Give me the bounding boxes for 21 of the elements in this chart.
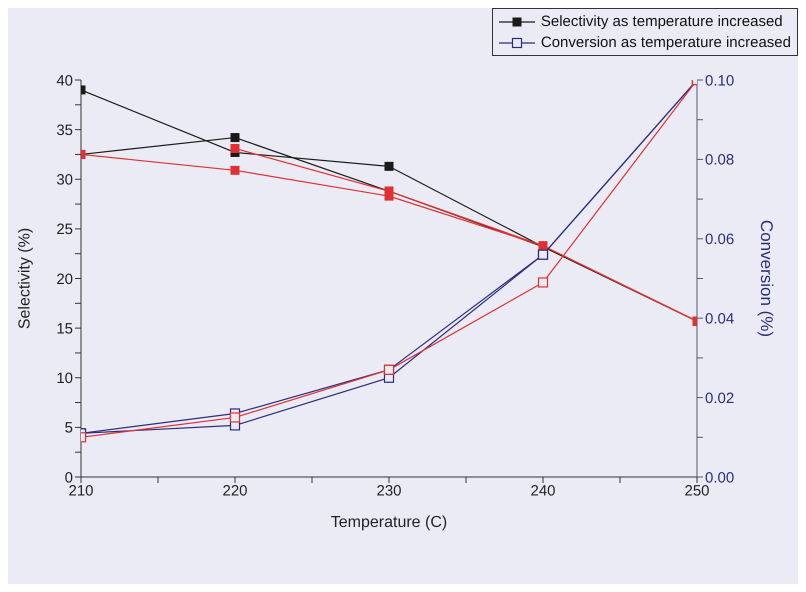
y-tick-label: 40 [56,72,73,90]
legend-label: Selectivity as temperature increased [540,12,783,32]
x-tick-label: 220 [222,482,248,500]
y2-tick-label: 0.10 [705,72,734,90]
y2-tick-label: 0.04 [705,310,734,328]
y-tick-label: 5 [64,420,73,437]
y-tick-label: 25 [56,221,73,238]
x-axis-title: Temperature (C) [330,514,448,531]
y-tick-label: 10 [56,370,73,388]
y-tick-label: 15 [56,320,73,338]
y2-tick-label: 0.08 [705,152,734,169]
legend-label: Conversion as temperature increased [540,33,791,53]
x-tick-label: 240 [530,482,556,500]
y-axis-title: Selectivity (%) [16,228,34,330]
y-tick-label: 35 [56,122,73,139]
y2-tick-label: 0.02 [705,390,734,407]
y2-tick-label: 0.06 [705,231,734,248]
y-tick-label: 20 [56,270,73,288]
y-tick-label: 30 [56,172,73,189]
y2-axis-title: Conversion (%) [756,220,776,338]
x-tick-label: 230 [376,482,402,500]
